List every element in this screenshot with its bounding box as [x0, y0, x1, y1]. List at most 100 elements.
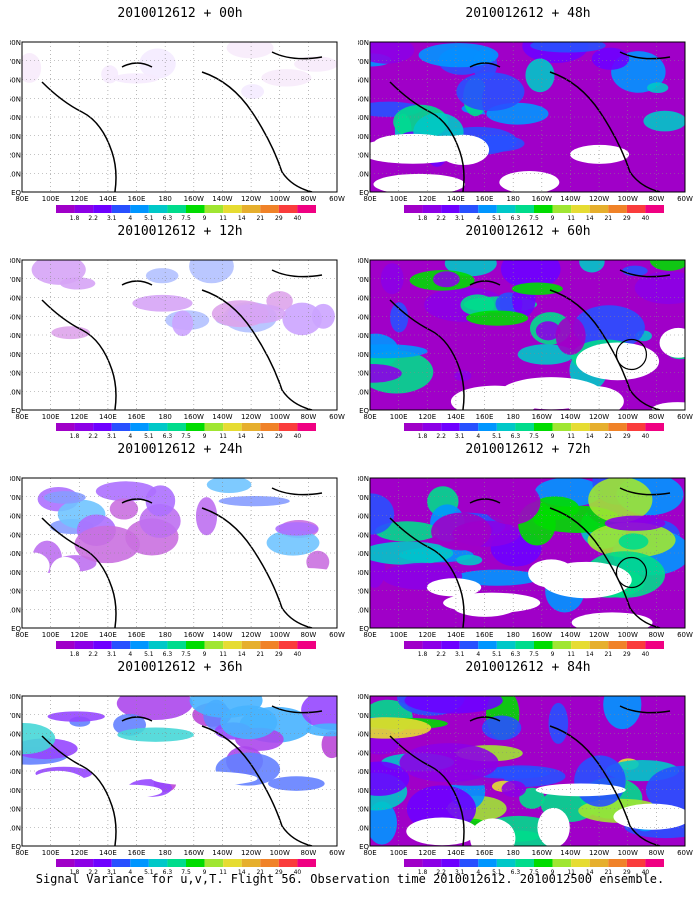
y-tick-label: 10N [10, 388, 21, 396]
variance-field [370, 696, 685, 846]
y-tick-label: 50N [358, 531, 369, 539]
x-tick-label: 180 [158, 849, 171, 857]
x-tick-label: 120E [418, 631, 436, 639]
field-gap [36, 817, 73, 835]
y-tick-label: 70N [358, 58, 369, 66]
coastline [41, 487, 323, 628]
field-blob [588, 478, 653, 523]
x-tick-label: 140E [99, 631, 117, 639]
field-blob [116, 696, 193, 721]
colorbar-label: 29 [623, 651, 631, 658]
colorbar-swatch [93, 859, 112, 867]
colorbar-swatch [422, 423, 442, 431]
colorbar-label: 4 [476, 215, 480, 222]
colorbar-swatch [478, 641, 497, 649]
field-blob [22, 722, 56, 755]
map-frame [369, 695, 686, 847]
colorbar-label: 1.8 [418, 869, 428, 876]
x-tick-label: 60W [677, 849, 693, 857]
colorbar-label: 5.1 [144, 215, 154, 222]
colorbar-swatch [441, 423, 460, 431]
field-blob [634, 271, 685, 305]
x-tick-label: 60W [329, 413, 345, 421]
coastline [41, 705, 323, 846]
field-gap [99, 784, 163, 798]
y-tick-label: 80N [10, 257, 21, 265]
colorbar-label: 14 [586, 869, 594, 876]
colorbar-swatch [608, 859, 627, 867]
colorbar-label: 14 [238, 215, 246, 222]
y-tick-label: 60N [358, 295, 369, 303]
colorbar-swatch [130, 205, 149, 213]
coastline [389, 51, 671, 192]
x-tick-label: 140W [212, 631, 232, 639]
colorbar-label: 4 [128, 869, 132, 876]
colorbar-swatch [186, 641, 205, 649]
colorbar-swatch [534, 641, 553, 649]
map-panel: 2010012612 + 12h 80E 100E 120E 140E 160E 180 16… [10, 224, 350, 440]
map-frame [369, 477, 686, 629]
y-tick-label: 10N [10, 606, 21, 614]
y-tick-label: 10N [10, 824, 21, 832]
y-tick-label: 40N [10, 768, 21, 776]
x-tick-label: 120E [70, 413, 88, 421]
gridlines [370, 42, 685, 192]
x-tick-label: 160E [128, 631, 146, 639]
panel-title: 2010012612 + 24h [117, 442, 243, 457]
y-tick-label: 60N [10, 513, 21, 521]
map-svg: 80E 100E 120E 140E 160E 180 160W 140W 120W 100W 80… [358, 39, 693, 222]
colorbar-label: 4 [128, 651, 132, 658]
field-blob [95, 481, 157, 502]
x-tick-label: 140W [560, 195, 580, 203]
colorbar-swatch [260, 859, 279, 867]
field-blob [370, 350, 434, 394]
colorbar-swatch [74, 205, 94, 213]
x-tick-label: 60W [329, 631, 345, 639]
field-blob [456, 554, 483, 566]
x-tick-label: 140W [560, 631, 580, 639]
map-frame [21, 41, 338, 193]
field-gap [24, 770, 91, 808]
field-blob [370, 761, 410, 796]
field-blob [139, 504, 181, 538]
x-tick-label: 160W [184, 195, 204, 203]
y-tick-label: 50N [358, 313, 369, 321]
colorbar-label: 1.8 [70, 433, 80, 440]
x-tick-label: 120W [589, 849, 609, 857]
highlight-circle [615, 338, 648, 371]
colorbar-swatch [589, 859, 609, 867]
field-gap [262, 604, 305, 628]
field-blob [390, 302, 409, 333]
map-svg: 80E 100E 120E 140E 160E 180 160W 140W 120W 100W 80… [10, 693, 345, 876]
field-blob [530, 496, 580, 520]
map-panel: 2010012612 + 84h 80E 100E 120E 140E 160E 180 16… [358, 660, 698, 876]
colorbar-swatch [459, 641, 479, 649]
colorbar-swatch [56, 641, 75, 649]
colorbar-swatch [204, 859, 224, 867]
field-blob [321, 730, 337, 759]
gridlines [370, 478, 685, 628]
x-tick-label: 100W [270, 195, 290, 203]
colorbar-label: 9 [551, 433, 555, 440]
x-tick-label: 120W [241, 631, 261, 639]
x-tick-label: 80E [363, 195, 376, 203]
x-tick-label: 160W [184, 631, 204, 639]
colorbar-swatch [111, 641, 131, 649]
colorbar-swatch [534, 205, 553, 213]
x-tick-label: 100W [618, 195, 638, 203]
colorbar-swatch [552, 641, 572, 649]
x-tick-label: 100E [42, 413, 60, 421]
map-frame [21, 259, 338, 411]
x-tick-label: 140W [212, 413, 232, 421]
field-gap [470, 818, 516, 846]
y-tick-label: 60N [10, 77, 21, 85]
colorbar-label: 2.2 [88, 869, 98, 876]
field-blob [548, 702, 569, 744]
colorbar-swatch [626, 205, 646, 213]
y-tick-label: 80N [10, 693, 21, 701]
x-tick-label: 140W [560, 849, 580, 857]
colorbar-swatch [496, 423, 516, 431]
y-tick-label: 80N [358, 693, 369, 701]
x-tick-label: 80W [300, 195, 316, 203]
y-tick-label: 60N [10, 295, 21, 303]
